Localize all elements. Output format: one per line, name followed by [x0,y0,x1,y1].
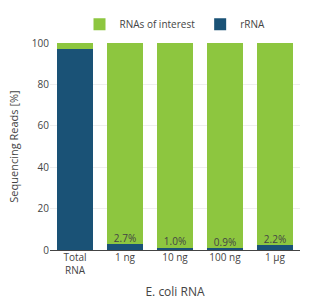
svg-text:0: 0 [43,243,49,257]
svg-text:40: 40 [38,160,50,174]
svg-text:60: 60 [38,118,50,132]
svg-text:2.2%: 2.2% [264,232,286,246]
svg-text:1 ng: 1 ng [115,250,135,264]
svg-text:RNAs of interest: RNAs of interest [120,17,196,31]
svg-text:1 μg: 1 μg [265,250,285,264]
svg-text:2.7%: 2.7% [114,231,136,245]
svg-text:100: 100 [32,36,49,50]
svg-text:100 ng: 100 ng [209,250,241,264]
svg-text:E. coli RNA: E. coli RNA [145,283,205,300]
svg-text:80: 80 [38,77,50,91]
svg-text:rRNA: rRNA [240,17,265,31]
svg-text:Sequencing Reads [%]: Sequencing Reads [%] [6,90,21,202]
svg-text:10 ng: 10 ng [162,250,188,264]
svg-text:20: 20 [38,201,50,215]
svg-text:TotalRNA: TotalRNA [63,250,86,277]
svg-text:1.0%: 1.0% [164,234,186,248]
svg-text:0.9%: 0.9% [214,235,236,249]
